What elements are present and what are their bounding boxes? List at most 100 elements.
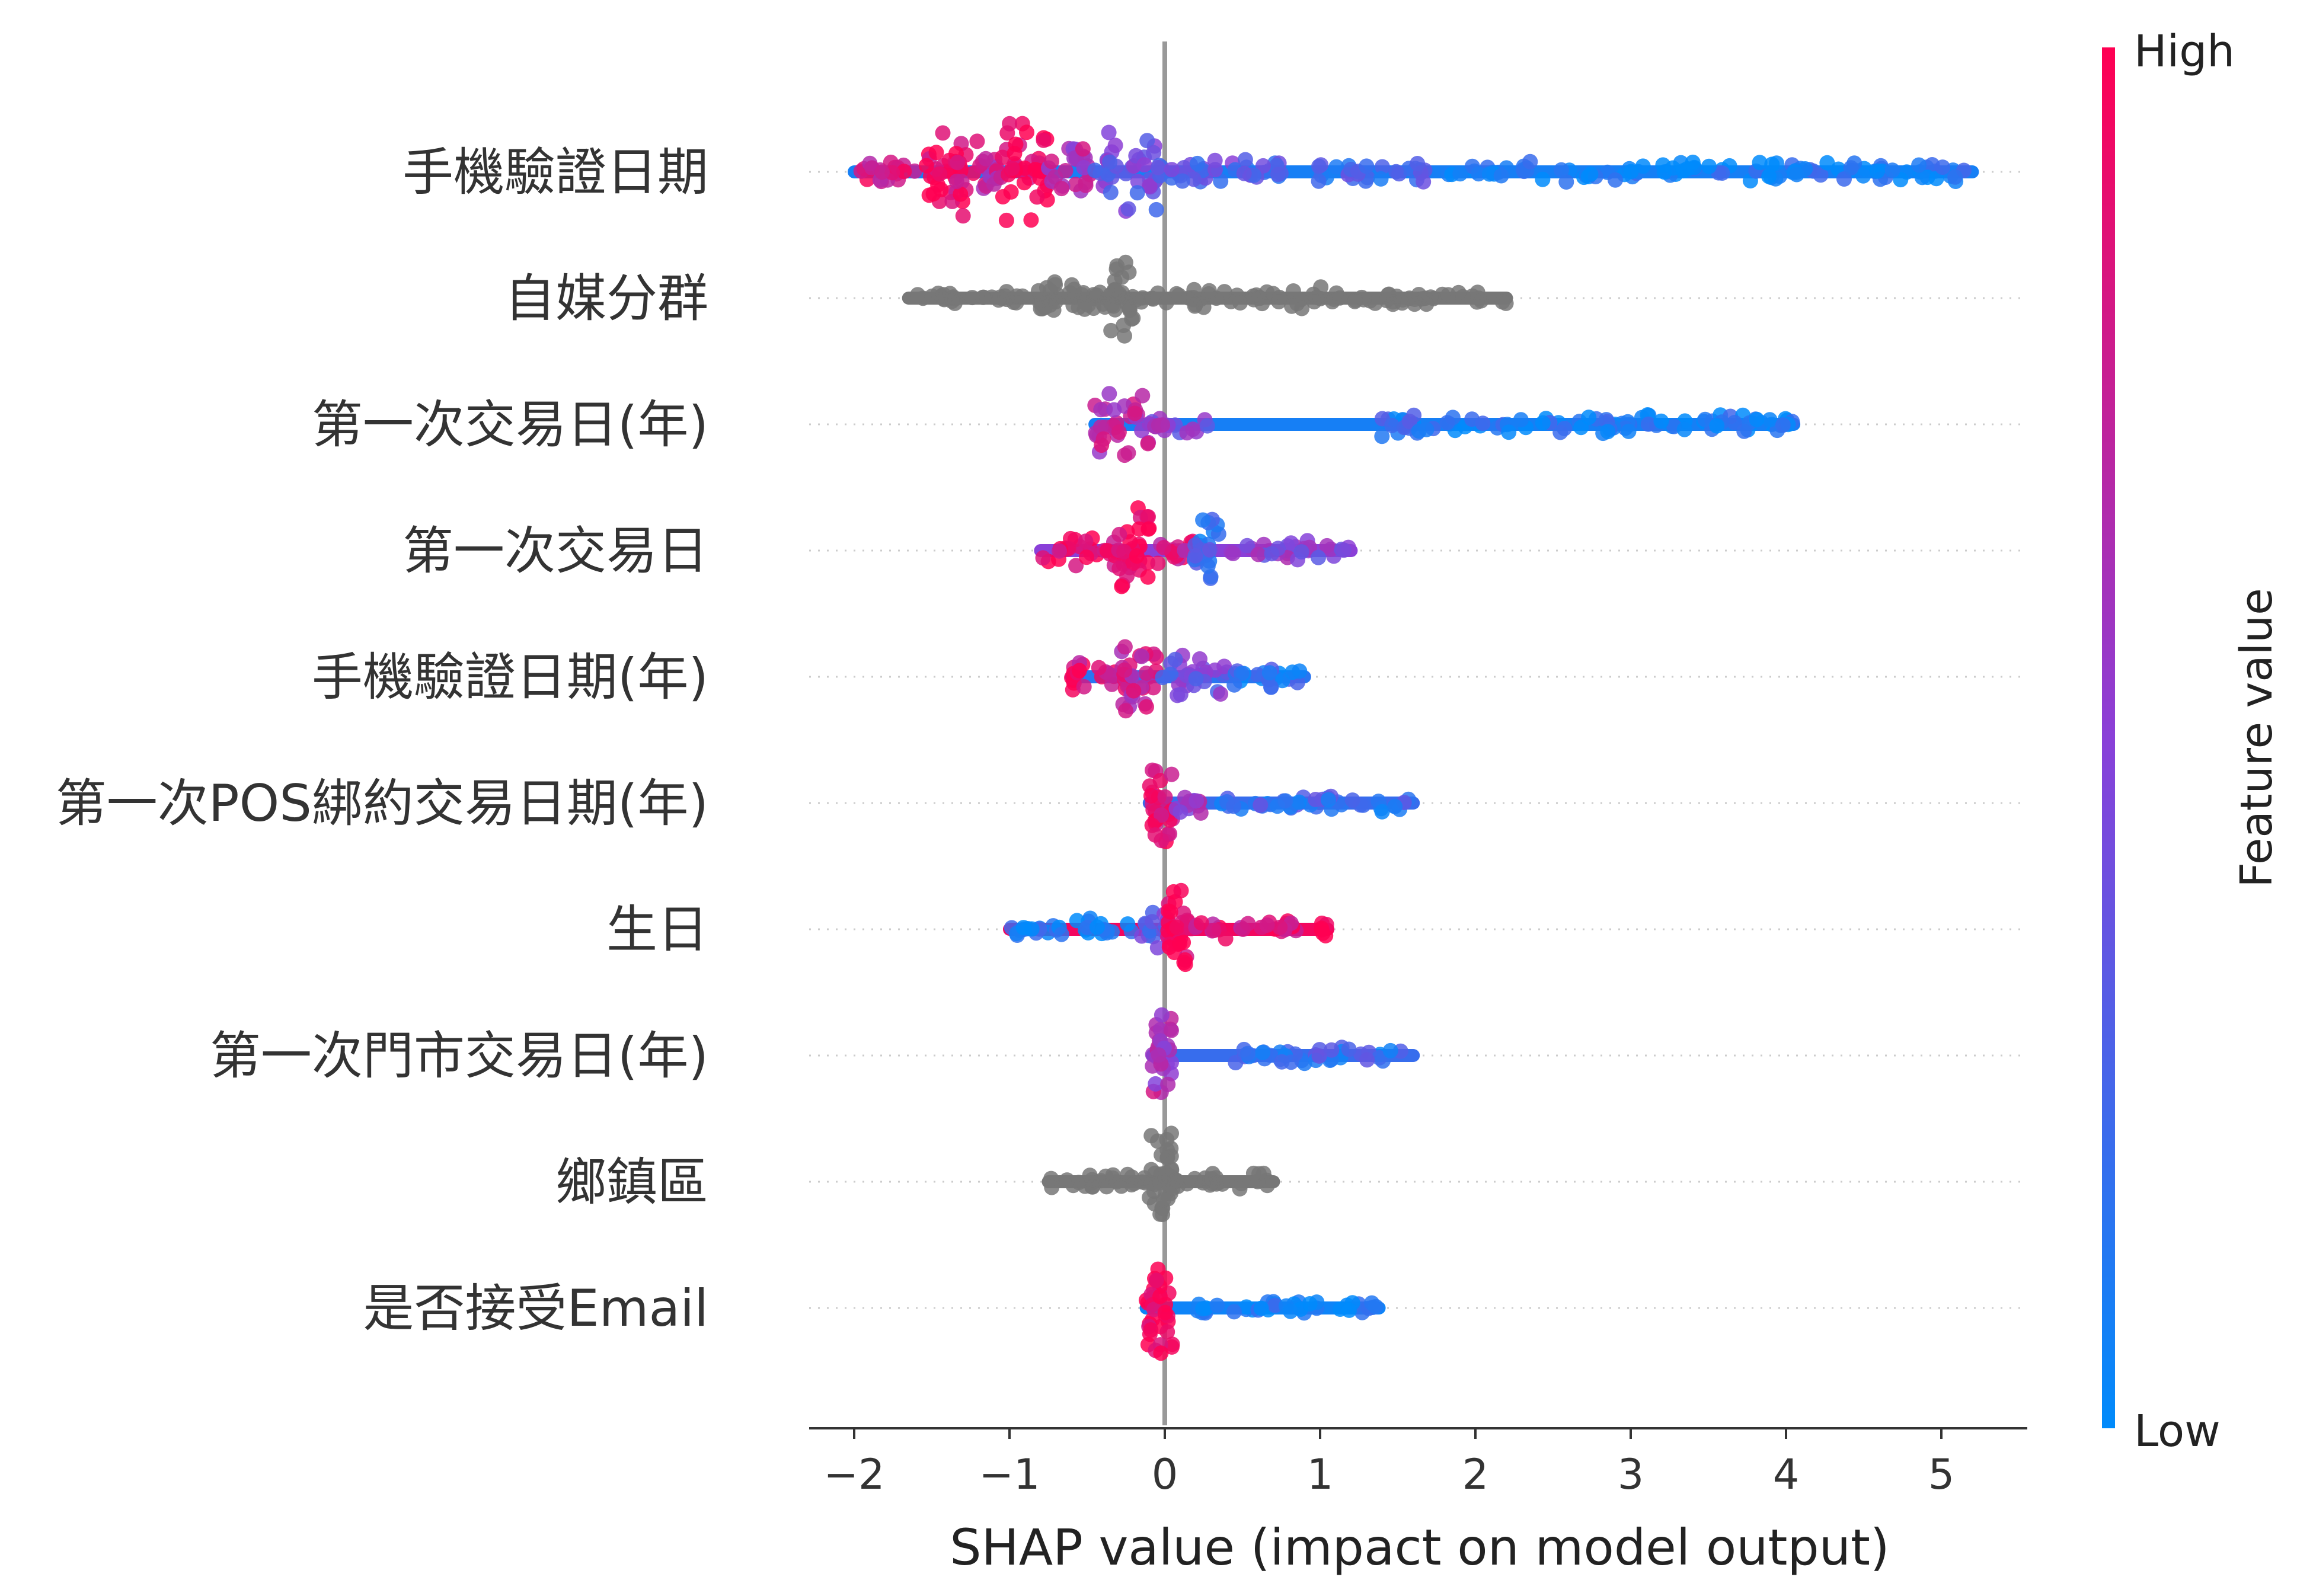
- x-tick-label: −2: [823, 1450, 884, 1499]
- data-point: [1035, 550, 1051, 566]
- data-point: [1292, 663, 1308, 679]
- data-point: [1311, 158, 1327, 174]
- data-point: [1157, 789, 1173, 805]
- data-point: [930, 285, 946, 301]
- data-point: [1076, 301, 1092, 317]
- data-point: [1535, 415, 1551, 431]
- data-point: [1843, 160, 1859, 176]
- data-point: [1148, 1272, 1164, 1288]
- data-point: [1621, 423, 1637, 439]
- data-point: [1116, 318, 1132, 333]
- data-point: [1258, 1172, 1274, 1188]
- data-point: [1160, 1076, 1176, 1092]
- data-point: [1135, 388, 1151, 404]
- data-point: [1145, 291, 1161, 307]
- data-point: [1226, 798, 1242, 814]
- row-gridlines: [809, 171, 2021, 1309]
- data-point: [1481, 166, 1497, 182]
- data-point: [1293, 544, 1309, 560]
- data-point: [1277, 793, 1293, 809]
- data-point: [1635, 158, 1651, 174]
- data-point: [1190, 155, 1205, 171]
- data-point: [1121, 264, 1137, 280]
- data-point: [1513, 412, 1529, 428]
- data-point: [1199, 418, 1215, 434]
- data-point: [1216, 284, 1232, 300]
- data-point: [1147, 827, 1163, 843]
- data-point: [1371, 1050, 1387, 1066]
- x-axis-title: SHAP value (impact on model output): [950, 1518, 1889, 1576]
- data-point: [1140, 436, 1156, 452]
- feature-swarm: [1087, 386, 1801, 463]
- data-point: [1328, 159, 1344, 175]
- data-point: [1384, 417, 1400, 433]
- data-point: [1172, 935, 1188, 951]
- data-point: [1195, 512, 1211, 528]
- data-point: [1089, 919, 1105, 935]
- data-point: [1019, 124, 1034, 140]
- data-point: [1200, 558, 1216, 574]
- data-point: [1701, 158, 1717, 174]
- feature-label: 第一次門市交易日(年): [210, 1026, 708, 1086]
- data-point: [1036, 132, 1052, 148]
- feature-swarm: [1003, 882, 1335, 973]
- data-point: [969, 133, 985, 149]
- data-point: [1709, 418, 1725, 434]
- data-point: [1117, 447, 1133, 463]
- data-point: [1261, 665, 1277, 681]
- data-point: [1697, 411, 1713, 427]
- data-point: [1120, 916, 1136, 932]
- data-point: [1107, 137, 1123, 153]
- data-point: [1367, 295, 1383, 311]
- data-point: [928, 145, 944, 161]
- data-point: [1164, 1022, 1179, 1038]
- data-point: [1193, 805, 1209, 821]
- x-axis: −2 −1 0 1 2 3 4 5 SHAP value (impact on model o…: [809, 1427, 2027, 1576]
- x-tick-label: 0: [1152, 1450, 1178, 1499]
- data-point: [1387, 798, 1403, 814]
- data-point: [925, 186, 941, 202]
- data-point: [1855, 168, 1871, 184]
- data-point: [1226, 677, 1242, 693]
- data-point: [1676, 421, 1692, 437]
- data-point: [1153, 1345, 1169, 1361]
- data-point: [1752, 155, 1768, 171]
- data-point: [1007, 146, 1023, 161]
- data-point: [1187, 548, 1203, 564]
- data-point: [1320, 792, 1336, 808]
- data-point: [1311, 173, 1327, 189]
- data-point: [1263, 679, 1279, 695]
- data-point: [1401, 414, 1417, 430]
- data-point: [1935, 159, 1951, 175]
- feature-label: 手機驗證日期(年): [312, 648, 708, 707]
- data-point: [984, 289, 1000, 305]
- data-point: [1092, 419, 1108, 435]
- data-point: [1111, 424, 1127, 440]
- data-point: [1201, 283, 1217, 299]
- data-point: [1154, 807, 1169, 823]
- data-point: [1164, 766, 1180, 782]
- data-point: [1134, 648, 1150, 664]
- data-point: [1354, 289, 1370, 305]
- data-point: [1188, 671, 1204, 687]
- data-point: [1947, 169, 1963, 185]
- data-point: [1252, 290, 1268, 306]
- data-point: [1068, 558, 1084, 574]
- data-point: [1150, 555, 1166, 571]
- data-point: [1120, 201, 1136, 217]
- data-point: [1143, 788, 1159, 804]
- data-point: [1144, 914, 1160, 930]
- data-point: [1016, 175, 1032, 191]
- x-ticks: −2 −1 0 1 2 3 4 5: [823, 1428, 1954, 1499]
- data-point: [1202, 542, 1218, 558]
- data-point: [1053, 181, 1069, 197]
- data-point: [1193, 915, 1209, 931]
- data-point: [1250, 546, 1266, 562]
- data-point: [1142, 178, 1157, 194]
- data-point: [1341, 1302, 1357, 1318]
- data-point: [1324, 1042, 1340, 1058]
- data-point: [1145, 762, 1160, 778]
- data-point: [1159, 1324, 1175, 1340]
- data-point: [1236, 165, 1252, 181]
- data-point: [1195, 1301, 1211, 1317]
